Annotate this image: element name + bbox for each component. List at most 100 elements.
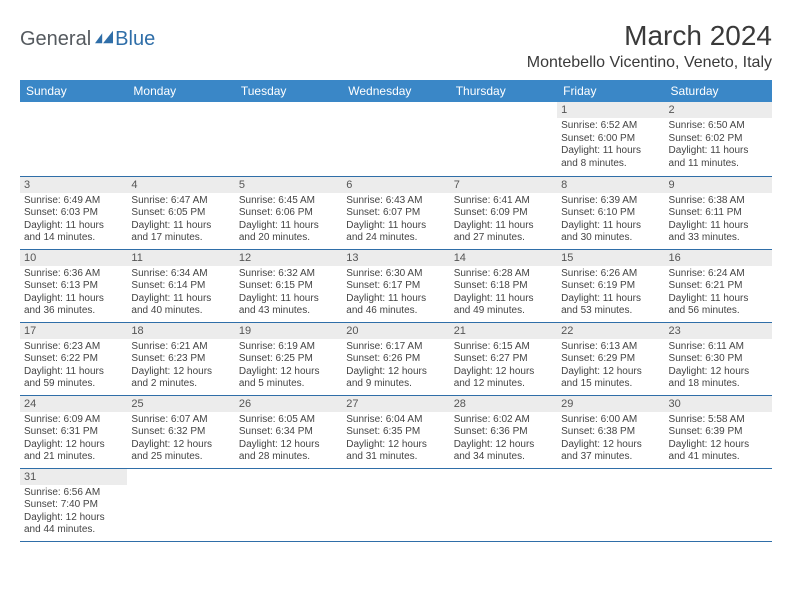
day-details: Sunrise: 6:52 AMSunset: 6:00 PMDaylight:… bbox=[557, 118, 664, 174]
logo-text-2: Blue bbox=[115, 28, 155, 51]
calendar-week-row: 31Sunrise: 6:56 AMSunset: 7:40 PMDayligh… bbox=[20, 468, 772, 541]
day-sunset: Sunset: 6:10 PM bbox=[561, 207, 660, 220]
day-details: Sunrise: 6:02 AMSunset: 6:36 PMDaylight:… bbox=[450, 412, 557, 468]
day-sunrise: Sunrise: 5:58 AM bbox=[669, 414, 768, 427]
calendar-day-cell: 29Sunrise: 6:00 AMSunset: 6:38 PMDayligh… bbox=[557, 395, 664, 468]
day-number: 4 bbox=[127, 177, 234, 193]
day-details: Sunrise: 6:38 AMSunset: 6:11 PMDaylight:… bbox=[665, 193, 772, 249]
day-sunrise: Sunrise: 6:00 AM bbox=[561, 414, 660, 427]
day-daylight2: and 43 minutes. bbox=[239, 305, 338, 318]
day-daylight2: and 14 minutes. bbox=[24, 232, 123, 245]
day-details: Sunrise: 6:24 AMSunset: 6:21 PMDaylight:… bbox=[665, 266, 772, 322]
calendar-day-cell: 22Sunrise: 6:13 AMSunset: 6:29 PMDayligh… bbox=[557, 322, 664, 395]
calendar-day-cell: 11Sunrise: 6:34 AMSunset: 6:14 PMDayligh… bbox=[127, 249, 234, 322]
day-number: 14 bbox=[450, 250, 557, 266]
day-number: 13 bbox=[342, 250, 449, 266]
day-details: Sunrise: 6:43 AMSunset: 6:07 PMDaylight:… bbox=[342, 193, 449, 249]
day-number: 20 bbox=[342, 323, 449, 339]
day-number bbox=[235, 469, 342, 485]
day-number bbox=[450, 469, 557, 485]
day-number: 25 bbox=[127, 396, 234, 412]
weekday-monday: Monday bbox=[127, 80, 234, 102]
day-details: Sunrise: 6:11 AMSunset: 6:30 PMDaylight:… bbox=[665, 339, 772, 395]
header: General Blue March 2024 Montebello Vicen… bbox=[20, 20, 772, 72]
day-daylight1: Daylight: 11 hours bbox=[24, 366, 123, 379]
calendar-day-cell: 31Sunrise: 6:56 AMSunset: 7:40 PMDayligh… bbox=[20, 468, 127, 541]
day-daylight1: Daylight: 12 hours bbox=[131, 366, 230, 379]
day-daylight2: and 15 minutes. bbox=[561, 378, 660, 391]
day-sunset: Sunset: 6:36 PM bbox=[454, 426, 553, 439]
day-sunrise: Sunrise: 6:32 AM bbox=[239, 268, 338, 281]
day-sunset: Sunset: 6:02 PM bbox=[669, 133, 768, 146]
day-number: 16 bbox=[665, 250, 772, 266]
calendar-week-row: 24Sunrise: 6:09 AMSunset: 6:31 PMDayligh… bbox=[20, 395, 772, 468]
calendar-day-cell bbox=[235, 468, 342, 541]
day-sunrise: Sunrise: 6:39 AM bbox=[561, 195, 660, 208]
day-details: Sunrise: 6:26 AMSunset: 6:19 PMDaylight:… bbox=[557, 266, 664, 322]
weekday-tuesday: Tuesday bbox=[235, 80, 342, 102]
day-daylight2: and 33 minutes. bbox=[669, 232, 768, 245]
calendar-day-cell: 26Sunrise: 6:05 AMSunset: 6:34 PMDayligh… bbox=[235, 395, 342, 468]
day-daylight2: and 53 minutes. bbox=[561, 305, 660, 318]
day-number: 27 bbox=[342, 396, 449, 412]
day-number: 10 bbox=[20, 250, 127, 266]
day-sunrise: Sunrise: 6:45 AM bbox=[239, 195, 338, 208]
logo: General Blue bbox=[20, 28, 155, 51]
day-daylight2: and 2 minutes. bbox=[131, 378, 230, 391]
day-sunrise: Sunrise: 6:21 AM bbox=[131, 341, 230, 354]
day-sunrise: Sunrise: 6:34 AM bbox=[131, 268, 230, 281]
day-sunrise: Sunrise: 6:05 AM bbox=[239, 414, 338, 427]
day-details: Sunrise: 6:32 AMSunset: 6:15 PMDaylight:… bbox=[235, 266, 342, 322]
day-sunset: Sunset: 6:15 PM bbox=[239, 280, 338, 293]
day-sunrise: Sunrise: 6:24 AM bbox=[669, 268, 768, 281]
calendar-day-cell bbox=[127, 102, 234, 176]
day-daylight2: and 24 minutes. bbox=[346, 232, 445, 245]
calendar-day-cell: 2Sunrise: 6:50 AMSunset: 6:02 PMDaylight… bbox=[665, 102, 772, 176]
day-details: Sunrise: 6:36 AMSunset: 6:13 PMDaylight:… bbox=[20, 266, 127, 322]
day-daylight1: Daylight: 12 hours bbox=[239, 439, 338, 452]
calendar-day-cell: 7Sunrise: 6:41 AMSunset: 6:09 PMDaylight… bbox=[450, 176, 557, 249]
calendar-day-cell: 15Sunrise: 6:26 AMSunset: 6:19 PMDayligh… bbox=[557, 249, 664, 322]
day-daylight1: Daylight: 11 hours bbox=[239, 293, 338, 306]
day-daylight1: Daylight: 11 hours bbox=[669, 293, 768, 306]
day-sunset: Sunset: 7:40 PM bbox=[24, 499, 123, 512]
calendar-day-cell bbox=[557, 468, 664, 541]
day-number bbox=[557, 469, 664, 485]
day-details: Sunrise: 6:41 AMSunset: 6:09 PMDaylight:… bbox=[450, 193, 557, 249]
header-right: March 2024 Montebello Vicentino, Veneto,… bbox=[527, 20, 772, 72]
calendar-day-cell: 30Sunrise: 5:58 AMSunset: 6:39 PMDayligh… bbox=[665, 395, 772, 468]
calendar-day-cell: 6Sunrise: 6:43 AMSunset: 6:07 PMDaylight… bbox=[342, 176, 449, 249]
day-daylight2: and 40 minutes. bbox=[131, 305, 230, 318]
calendar-day-cell: 13Sunrise: 6:30 AMSunset: 6:17 PMDayligh… bbox=[342, 249, 449, 322]
day-sunset: Sunset: 6:31 PM bbox=[24, 426, 123, 439]
day-daylight2: and 34 minutes. bbox=[454, 451, 553, 464]
day-daylight1: Daylight: 12 hours bbox=[239, 366, 338, 379]
day-daylight1: Daylight: 12 hours bbox=[561, 439, 660, 452]
day-details: Sunrise: 6:19 AMSunset: 6:25 PMDaylight:… bbox=[235, 339, 342, 395]
calendar-day-cell: 10Sunrise: 6:36 AMSunset: 6:13 PMDayligh… bbox=[20, 249, 127, 322]
day-details: Sunrise: 6:28 AMSunset: 6:18 PMDaylight:… bbox=[450, 266, 557, 322]
day-sunset: Sunset: 6:26 PM bbox=[346, 353, 445, 366]
day-daylight2: and 28 minutes. bbox=[239, 451, 338, 464]
day-sunrise: Sunrise: 6:50 AM bbox=[669, 120, 768, 133]
day-daylight1: Daylight: 12 hours bbox=[131, 439, 230, 452]
day-number: 8 bbox=[557, 177, 664, 193]
day-sunrise: Sunrise: 6:07 AM bbox=[131, 414, 230, 427]
day-number: 15 bbox=[557, 250, 664, 266]
weekday-friday: Friday bbox=[557, 80, 664, 102]
calendar-day-cell bbox=[20, 102, 127, 176]
calendar-day-cell: 16Sunrise: 6:24 AMSunset: 6:21 PMDayligh… bbox=[665, 249, 772, 322]
day-sunrise: Sunrise: 6:09 AM bbox=[24, 414, 123, 427]
day-sunset: Sunset: 6:18 PM bbox=[454, 280, 553, 293]
calendar-day-cell: 17Sunrise: 6:23 AMSunset: 6:22 PMDayligh… bbox=[20, 322, 127, 395]
day-daylight1: Daylight: 12 hours bbox=[454, 439, 553, 452]
day-daylight2: and 18 minutes. bbox=[669, 378, 768, 391]
location: Montebello Vicentino, Veneto, Italy bbox=[527, 54, 772, 72]
calendar-day-cell: 14Sunrise: 6:28 AMSunset: 6:18 PMDayligh… bbox=[450, 249, 557, 322]
day-daylight1: Daylight: 11 hours bbox=[346, 293, 445, 306]
day-daylight1: Daylight: 12 hours bbox=[669, 439, 768, 452]
calendar-day-cell bbox=[450, 102, 557, 176]
day-sunrise: Sunrise: 6:49 AM bbox=[24, 195, 123, 208]
weekday-saturday: Saturday bbox=[665, 80, 772, 102]
day-daylight2: and 9 minutes. bbox=[346, 378, 445, 391]
